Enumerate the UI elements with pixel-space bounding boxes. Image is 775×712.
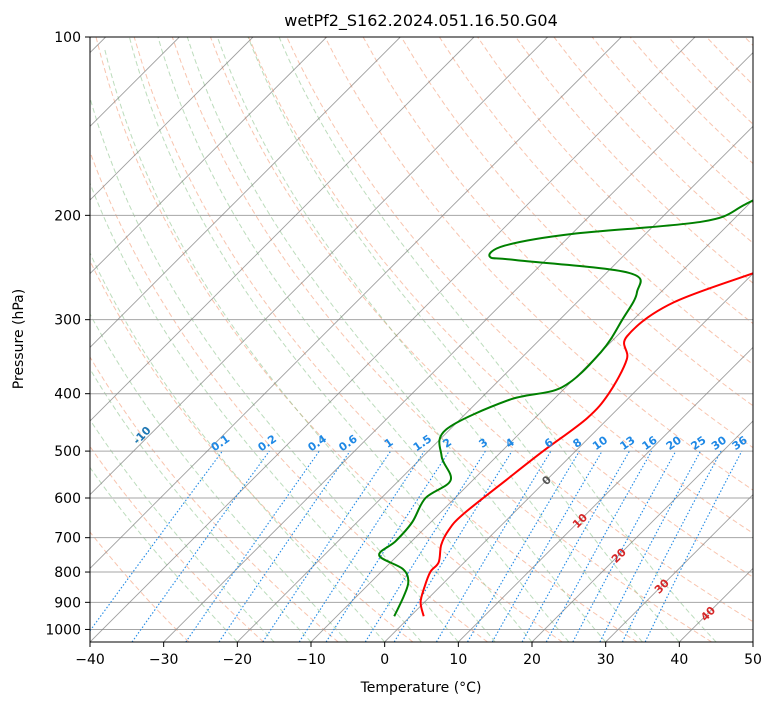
isotherm-line	[679, 37, 775, 642]
y-tick-label: 800	[54, 565, 81, 581]
dry-adiabat-label: 40	[698, 604, 718, 624]
dry-adiabat-line	[707, 37, 775, 642]
y-tick-label: 400	[54, 387, 81, 403]
mixing-ratio-label: 25	[689, 433, 709, 452]
dry-adiabat-label: 20	[609, 546, 629, 566]
x-tick-label: −10	[296, 652, 326, 668]
dry-adiabat-label: 10	[570, 511, 590, 531]
x-tick-label: 10	[449, 652, 467, 668]
x-tick-label: 0	[380, 652, 389, 668]
dry-adiabat-line	[58, 37, 488, 642]
y-tick-label: 100	[54, 30, 81, 46]
isotherm-line	[532, 37, 775, 642]
isotherm-line	[0, 37, 474, 642]
mixing-ratio-line	[546, 451, 651, 642]
y-tick-label: 600	[54, 491, 81, 507]
dry-adiabat-line	[516, 37, 775, 642]
temperature-profile-line	[421, 37, 775, 616]
mixing-ratio-line	[132, 451, 269, 642]
isotherm-line	[0, 37, 327, 642]
moist-adiabat-line	[279, 37, 716, 642]
mixing-ratio-label: 1	[382, 436, 396, 451]
dry-adiabat-line	[211, 37, 775, 642]
y-tick-label: 200	[54, 208, 81, 224]
x-tick-label: 20	[523, 652, 541, 668]
mixing-ratio-line	[468, 451, 580, 642]
mixing-ratio-label: 20	[664, 433, 684, 453]
moist-adiabat-line	[0, 166, 274, 642]
dry-adiabat-label: -10	[130, 424, 153, 447]
isotherm-line	[385, 37, 775, 642]
mixing-ratio-label: 16	[640, 433, 660, 453]
moist-adiabat-line	[0, 150, 311, 642]
mixing-ratio-label: 3	[477, 436, 491, 451]
y-tick-label: 300	[54, 313, 81, 329]
moist-adiabat-line	[129, 37, 532, 642]
x-tick-label: 50	[744, 652, 762, 668]
x-tick-label: −30	[149, 652, 179, 668]
mixing-ratio-lines	[82, 451, 742, 642]
y-tick-label: 900	[54, 595, 81, 611]
isotherm-grid	[0, 37, 775, 642]
mixing-ratio-line	[600, 451, 701, 642]
isotherm-line	[606, 37, 775, 642]
plot-area: 0.10.20.40.611.52346810131620253036-100-…	[0, 37, 775, 642]
y-tick-label: 700	[54, 531, 81, 547]
dry-adiabat-line	[0, 37, 264, 642]
mixing-ratio-line	[299, 451, 424, 642]
mixing-ratio-label: 36	[730, 433, 750, 453]
x-axis-label: Temperature (°C)	[360, 680, 482, 696]
dry-adiabat-line	[668, 37, 775, 642]
dry-adiabat-line	[0, 37, 338, 642]
mixing-ratio-label: 30	[709, 433, 729, 453]
x-tick-label: 30	[597, 652, 615, 668]
dry-adiabat-line	[0, 37, 189, 642]
isotherm-line	[0, 37, 253, 642]
mixing-ratio-label: 10	[590, 433, 610, 453]
y-tick-label: 1000	[45, 622, 81, 638]
x-tick-label: −40	[75, 652, 105, 668]
moist-adiabat-line	[83, 73, 458, 642]
dry-adiabat-line	[478, 37, 775, 642]
dry-adiabat-line	[172, 37, 711, 642]
chart-title: wetPf2_S162.2024.051.16.50.G04	[284, 11, 558, 31]
x-axis-ticks: −40 −30 −20 −10 0 10 20 30 40 50	[75, 642, 762, 668]
moist-adiabat-line	[158, 37, 569, 642]
mixing-ratio-line	[219, 451, 350, 642]
y-axis-label: Pressure (hPa)	[11, 289, 27, 389]
mixing-ratio-line	[645, 451, 742, 642]
mixing-ratio-label: 8	[571, 436, 585, 451]
mixing-ratio-line	[522, 451, 629, 642]
x-tick-label: 40	[670, 652, 688, 668]
isotherm-line	[0, 37, 400, 642]
mixing-ratio-line	[263, 451, 391, 642]
isotherm-line	[0, 37, 548, 642]
dry-adiabat-line	[554, 37, 775, 642]
moist-adiabat-line	[0, 188, 237, 642]
dry-adiabat-line	[20, 37, 413, 642]
mixing-ratio-line	[573, 451, 676, 642]
isotherm-line	[16, 37, 621, 642]
y-tick-label: 500	[54, 444, 81, 460]
isotherm-line	[164, 37, 769, 642]
mixing-ratio-label: 13	[617, 434, 637, 453]
y-axis-ticks: 100 200 300 400 500 600 700 800 900 1000	[45, 30, 90, 638]
dry-adiabat-label: 30	[652, 576, 672, 596]
isotherm-line	[90, 37, 695, 642]
mixing-ratio-line	[82, 451, 223, 642]
mixing-ratio-label: 2	[440, 436, 454, 451]
dry-adiabats	[0, 37, 775, 642]
dry-adiabat-line	[745, 37, 775, 642]
isotherm-line	[753, 37, 775, 642]
x-tick-label: −20	[223, 652, 253, 668]
plot-frame	[90, 37, 753, 642]
isotherm-line	[237, 37, 775, 642]
dry-adiabat-line	[134, 37, 637, 642]
